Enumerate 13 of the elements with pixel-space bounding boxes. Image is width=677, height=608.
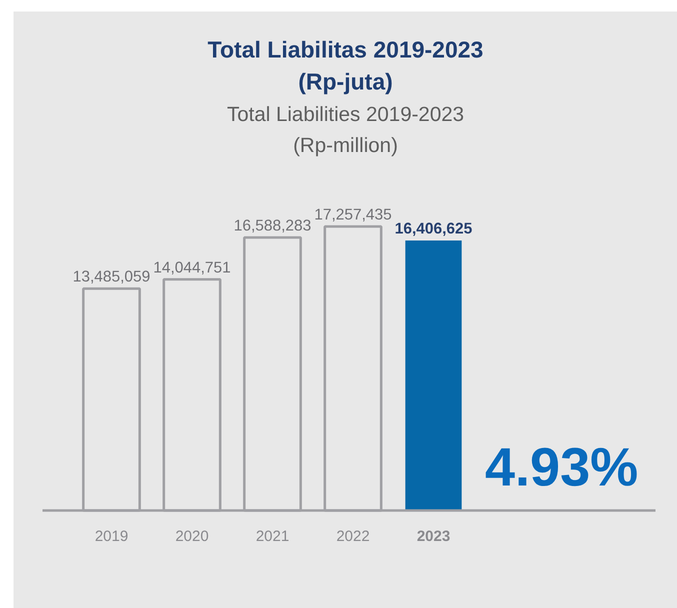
data-label: 16,406,625 bbox=[394, 220, 473, 238]
x-tick-label: 2023 bbox=[416, 528, 450, 545]
x-tick-label: 2020 bbox=[175, 528, 209, 545]
data-label: 13,485,059 bbox=[72, 268, 150, 286]
chart-subtitle: Total Liabilities 2019-2023 (Rp-million) bbox=[226, 103, 464, 157]
data-label: 14,044,751 bbox=[153, 259, 231, 276]
chart-title: Total Liabilitas 2019-2023 (Rp-juta) bbox=[208, 36, 484, 94]
x-tick-label: 2022 bbox=[336, 528, 370, 545]
x-tick-label: 2019 bbox=[94, 528, 128, 545]
data-label: 17,257,435 bbox=[314, 206, 392, 224]
text: 4.93% bbox=[485, 438, 638, 498]
data-label: 16,588,283 bbox=[234, 218, 312, 235]
x-tick-label: 2021 bbox=[256, 528, 290, 545]
